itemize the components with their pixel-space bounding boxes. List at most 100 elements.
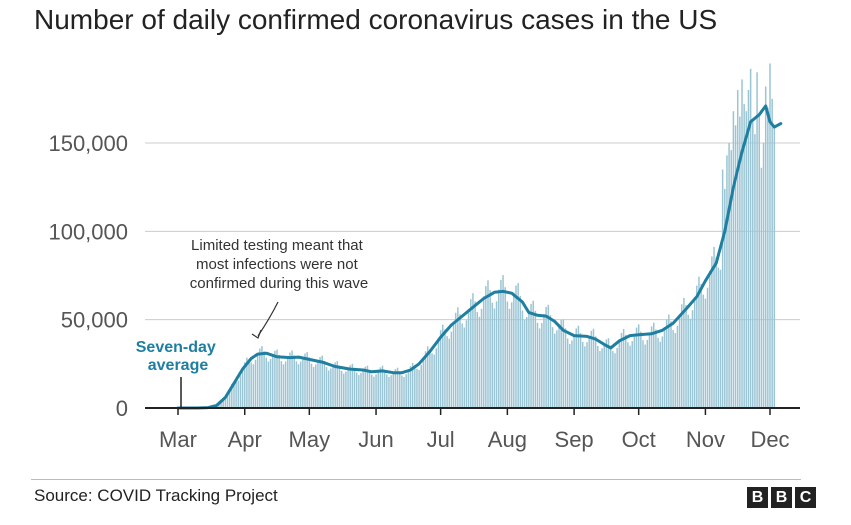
daily-bar (224, 398, 227, 408)
daily-bar (525, 316, 528, 408)
daily-bar (409, 366, 412, 408)
daily-bar (674, 333, 677, 408)
daily-bar (659, 341, 661, 408)
x-tick-label: Jun (358, 427, 393, 452)
daily-bar (459, 314, 461, 408)
footer-divider (31, 479, 801, 480)
daily-bar (728, 143, 730, 408)
annotation: Limited testing meant that most infectio… (190, 237, 368, 339)
daily-bar (472, 293, 474, 408)
daily-bar (390, 375, 392, 408)
bbc-logo: B B C (747, 487, 816, 508)
daily-bar (386, 374, 388, 408)
daily-bar (749, 68, 752, 409)
daily-bar (476, 312, 478, 408)
daily-bar (310, 363, 313, 408)
annotation-arrowhead (251, 329, 262, 339)
daily-bar (760, 167, 763, 408)
daily-bar (683, 297, 685, 408)
daily-bar (502, 275, 504, 408)
daily-bar (519, 295, 522, 408)
svg-text:Seven-day average: Seven-day average (136, 339, 221, 374)
daily-bar (730, 150, 733, 408)
daily-bar (762, 143, 765, 408)
daily-bar (528, 310, 530, 408)
daily-bar (764, 86, 767, 408)
daily-bar (661, 336, 664, 408)
daily-bar (538, 328, 541, 408)
daily-bar (620, 332, 623, 408)
daily-bar (349, 365, 351, 408)
daily-bar (271, 354, 274, 408)
daily-bar (698, 276, 700, 408)
daily-bar (745, 111, 748, 408)
source-note: Source: COVID Tracking Project (34, 486, 278, 505)
daily-bar (558, 324, 560, 408)
daily-bar (702, 294, 705, 408)
x-tick-label: Apr (228, 427, 262, 452)
daily-bar (259, 348, 261, 408)
daily-bar (543, 314, 545, 408)
daily-bar (461, 323, 463, 408)
daily-bar (379, 367, 382, 408)
daily-bar (444, 329, 446, 408)
daily-bar (500, 279, 502, 408)
daily-bar (586, 342, 588, 408)
daily-bar (713, 246, 715, 408)
daily-bar (353, 367, 356, 408)
daily-bar (706, 287, 709, 408)
daily-bar (629, 345, 631, 408)
daily-bar (622, 329, 625, 408)
daily-bar (392, 371, 395, 408)
series-label: Seven-day average (136, 339, 221, 408)
daily-bar (581, 341, 584, 408)
daily-bar (551, 327, 554, 408)
seven-day-average-line (176, 104, 783, 410)
daily-bar (672, 329, 674, 408)
daily-bar (510, 302, 513, 408)
daily-bar (513, 292, 515, 408)
daily-bar (222, 400, 224, 408)
daily-bar (491, 302, 494, 408)
daily-bar (564, 328, 567, 408)
daily-bar (302, 357, 304, 408)
daily-bar (653, 322, 655, 408)
daily-bar (416, 368, 418, 408)
daily-bar (381, 365, 384, 408)
daily-bar (422, 357, 425, 408)
daily-bar (338, 365, 341, 408)
daily-bar (450, 331, 453, 408)
daily-bar (248, 359, 250, 408)
daily-bar (642, 340, 644, 408)
daily-bar (424, 351, 427, 408)
daily-bar (448, 338, 450, 408)
daily-bar (274, 350, 276, 408)
daily-bar (668, 314, 670, 408)
daily-bar (403, 377, 405, 408)
daily-bar (254, 359, 257, 408)
daily-bar (506, 301, 509, 408)
daily-bar (584, 346, 586, 408)
daily-bar (252, 364, 255, 408)
daily-bar (250, 362, 252, 408)
daily-bar (452, 321, 455, 408)
daily-bar (233, 382, 235, 408)
daily-bars (198, 63, 776, 409)
daily-bar (218, 403, 220, 408)
daily-bar (446, 336, 448, 408)
daily-bar (616, 347, 618, 408)
daily-bar (532, 300, 534, 408)
daily-bar (560, 320, 562, 408)
daily-bar (545, 306, 547, 408)
daily-bar (293, 355, 295, 408)
daily-bar (536, 322, 539, 408)
annotation-line-2: most infections were not (196, 256, 359, 273)
daily-bar (308, 357, 311, 408)
daily-bar (420, 365, 423, 408)
daily-bar (280, 361, 283, 408)
daily-bar (515, 285, 517, 408)
daily-bar (327, 370, 330, 408)
daily-bar (609, 345, 612, 408)
daily-bar (508, 308, 511, 408)
daily-bar (549, 315, 552, 408)
